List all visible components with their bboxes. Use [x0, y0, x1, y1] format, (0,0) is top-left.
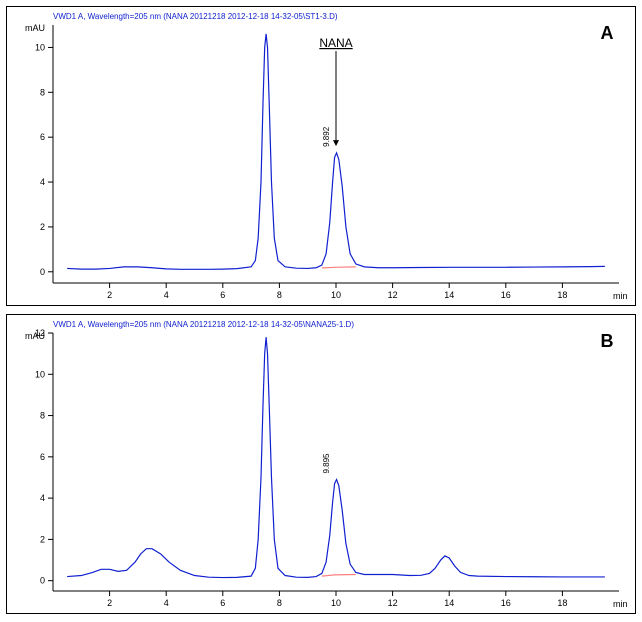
x-tick-label: 16: [501, 598, 511, 608]
y-tick-label: 4: [40, 493, 45, 503]
annotation-arrow-head: [333, 140, 339, 146]
chart-header: VWD1 A, Wavelength=205 nm (NANA 20121218…: [53, 12, 338, 21]
y-tick-label: 8: [40, 87, 45, 97]
y-tick-label: 0: [40, 267, 45, 277]
y-tick-label: 10: [35, 42, 45, 52]
y-tick-label: 2: [40, 534, 45, 544]
panel-letter: B: [601, 331, 614, 351]
y-axis-label: mAU: [25, 23, 45, 33]
panel-letter: A: [601, 23, 614, 43]
x-tick-label: 6: [220, 598, 225, 608]
x-tick-label: 8: [277, 290, 282, 300]
y-tick-label: 0: [40, 576, 45, 586]
x-axis-label: min: [613, 599, 628, 609]
y-tick-label: 6: [40, 132, 45, 142]
peak-retention-label: 9.892: [322, 126, 331, 147]
y-tick-label: 8: [40, 411, 45, 421]
x-tick-label: 2: [107, 598, 112, 608]
figure-wrap: VWD1 A, Wavelength=205 nm (NANA 20121218…: [0, 0, 642, 622]
x-tick-label: 12: [388, 598, 398, 608]
chromatogram-panel-b: VWD1 A, Wavelength=205 nm (NANA 20121218…: [6, 314, 636, 614]
peak-retention-label: 9.895: [322, 453, 331, 474]
annotation-nana: NANA: [319, 36, 352, 50]
chromatogram-svg-a: VWD1 A, Wavelength=205 nm (NANA 20121218…: [7, 7, 635, 305]
chart-header: VWD1 A, Wavelength=205 nm (NANA 20121218…: [53, 320, 354, 329]
y-tick-label: 4: [40, 177, 45, 187]
x-tick-label: 2: [107, 290, 112, 300]
x-tick-label: 18: [557, 598, 567, 608]
chromatogram-trace: [67, 337, 605, 577]
x-tick-label: 10: [331, 598, 341, 608]
y-tick-label: 10: [35, 369, 45, 379]
x-tick-label: 16: [501, 290, 511, 300]
x-tick-label: 12: [388, 290, 398, 300]
chromatogram-panel-a: VWD1 A, Wavelength=205 nm (NANA 20121218…: [6, 6, 636, 306]
x-tick-label: 14: [444, 290, 454, 300]
x-axis-label: min: [613, 291, 628, 301]
y-tick-label: 6: [40, 452, 45, 462]
x-tick-label: 14: [444, 598, 454, 608]
y-tick-label: 12: [35, 328, 45, 338]
integration-baseline: [322, 267, 356, 268]
y-tick-label: 2: [40, 222, 45, 232]
integration-baseline: [322, 574, 356, 576]
x-tick-label: 4: [164, 598, 169, 608]
x-tick-label: 8: [277, 598, 282, 608]
x-tick-label: 18: [557, 290, 567, 300]
x-tick-label: 4: [164, 290, 169, 300]
chromatogram-svg-b: VWD1 A, Wavelength=205 nm (NANA 20121218…: [7, 315, 635, 613]
x-tick-label: 10: [331, 290, 341, 300]
x-tick-label: 6: [220, 290, 225, 300]
